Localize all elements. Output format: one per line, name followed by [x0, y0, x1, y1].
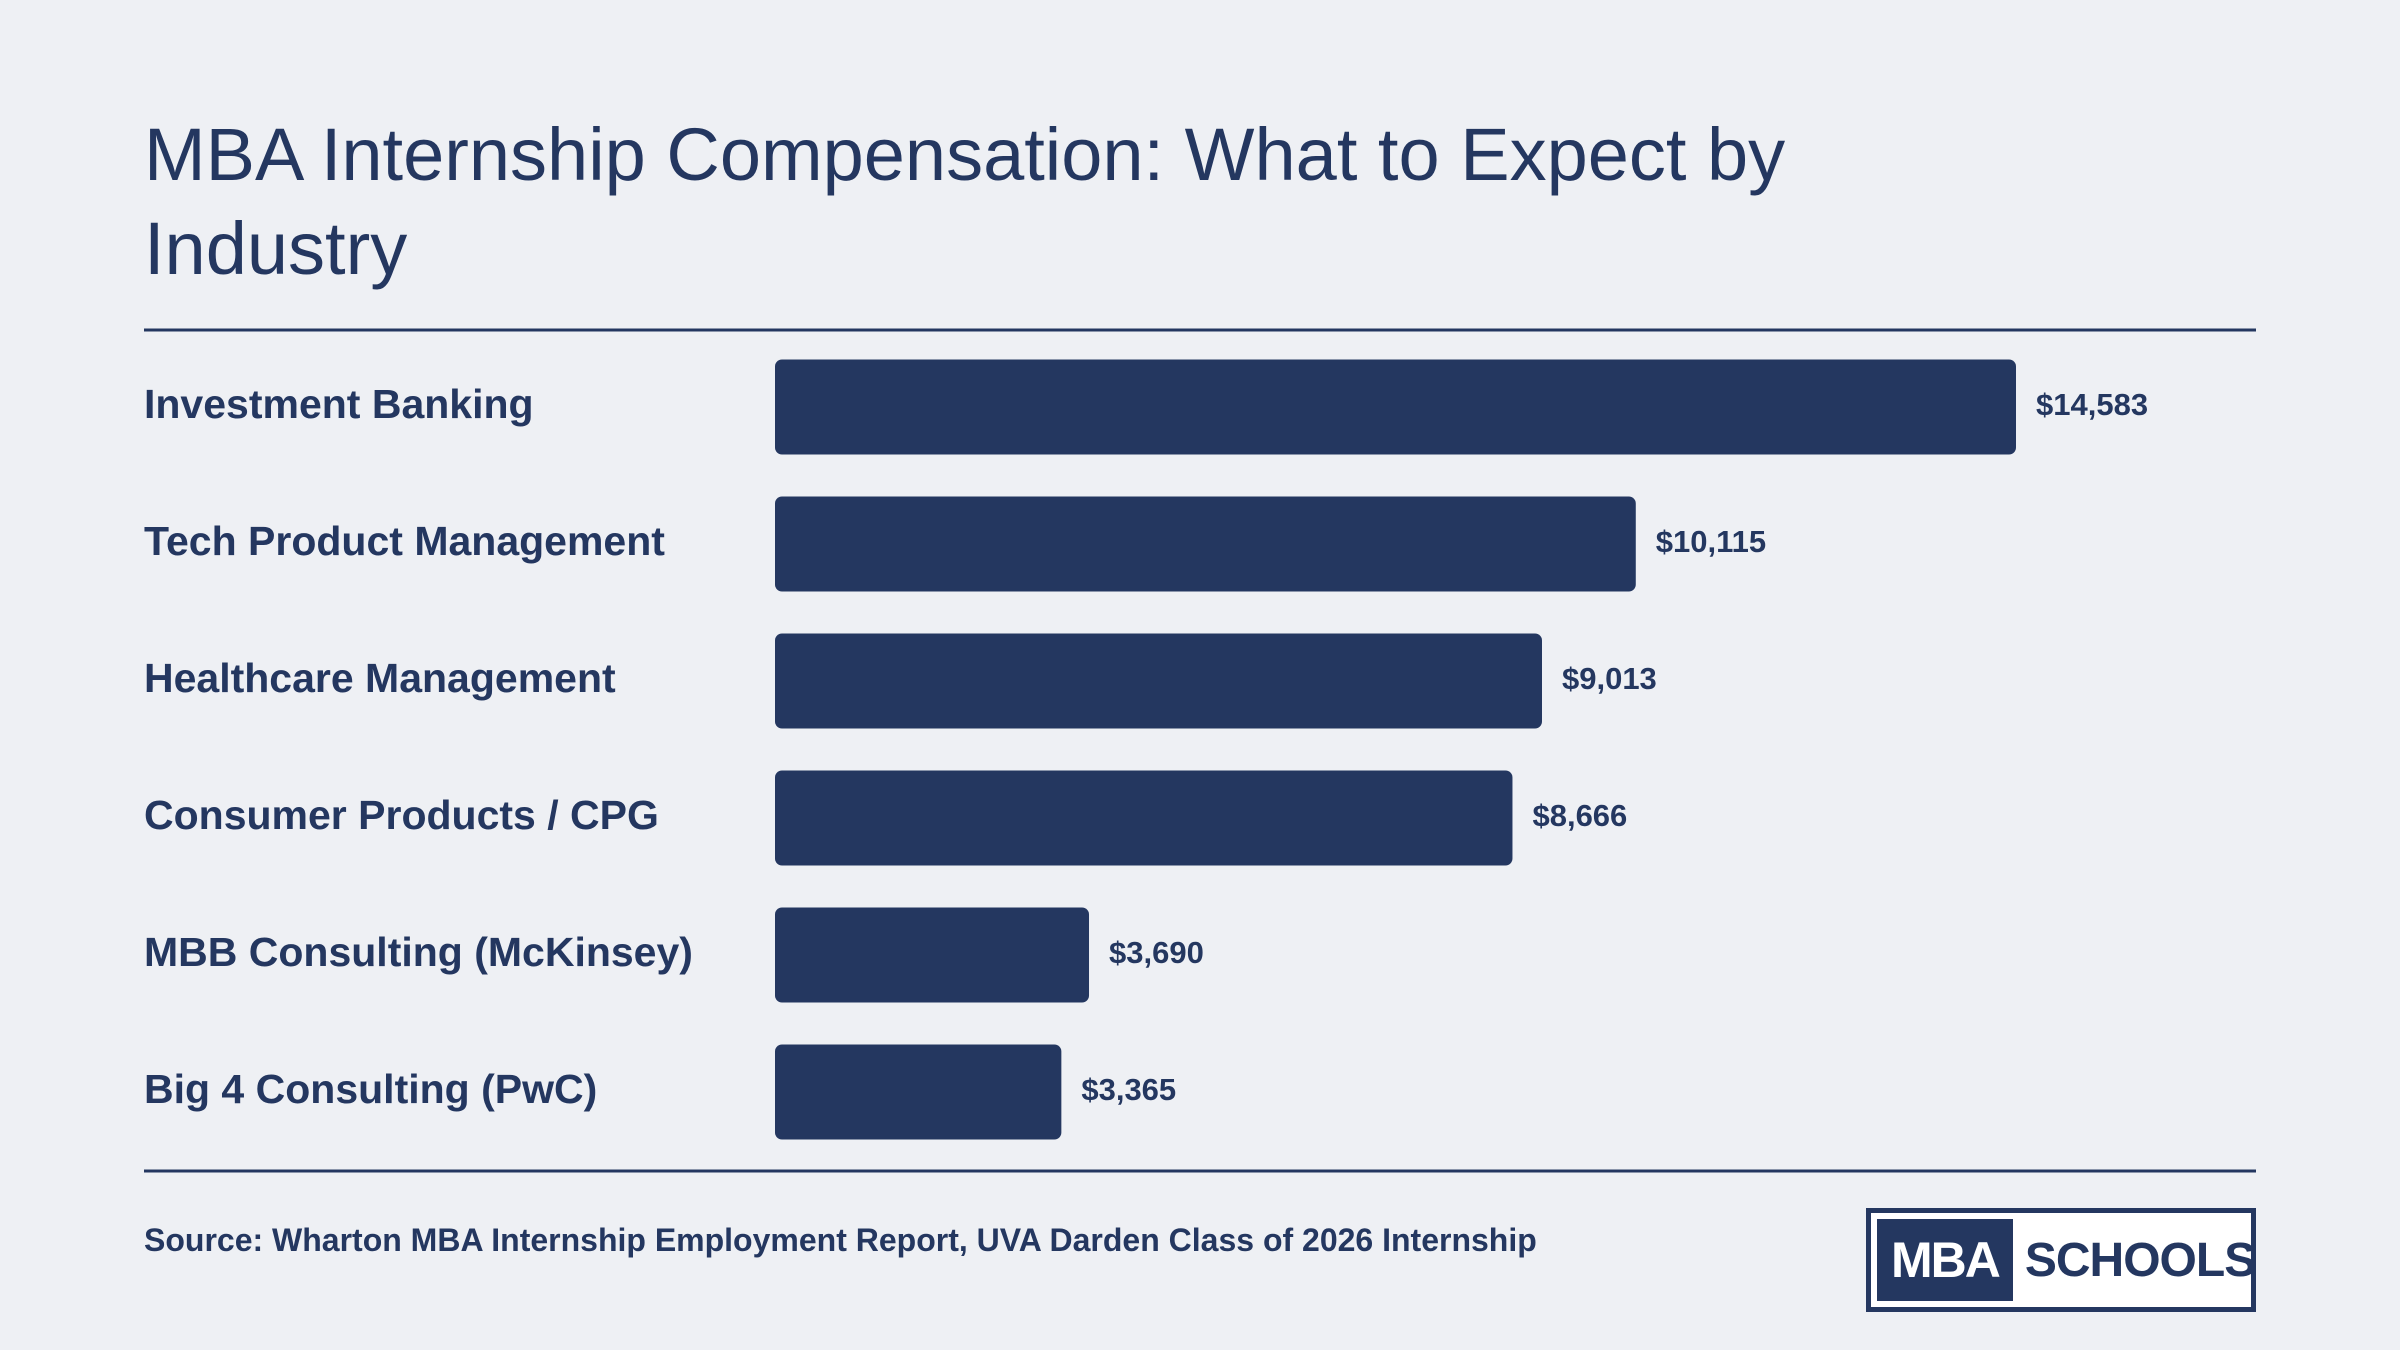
value-label: $9,013: [1562, 661, 1657, 696]
bar: [775, 496, 1636, 592]
logo: MBA SCHOOLS: [1866, 1208, 2256, 1312]
category-label: Tech Product Management: [144, 518, 665, 564]
logo-mark: MBA: [1877, 1219, 2013, 1301]
chart-title: MBA Internship Compensation: What to Exp…: [144, 113, 1786, 290]
logo-text: SCHOOLS: [2024, 1233, 2256, 1287]
category-label: MBB Consulting (McKinsey): [144, 929, 693, 975]
bar: [775, 633, 1542, 729]
value-label: $3,690: [1109, 935, 1204, 970]
value-label: $10,115: [1656, 524, 1766, 559]
category-label: Healthcare Management: [144, 655, 616, 701]
bar: [775, 907, 1090, 1003]
value-label: $8,666: [1532, 798, 1627, 833]
category-label: Investment Banking: [144, 381, 534, 427]
bar: [775, 1044, 1062, 1140]
bar: [775, 770, 1513, 866]
value-label: $3,365: [1081, 1072, 1176, 1107]
value-label: $14,583: [2036, 387, 2148, 422]
source-note: Source: Wharton MBA Internship Employmen…: [144, 1222, 1537, 1258]
category-label: Big 4 Consulting (PwC): [144, 1066, 597, 1112]
category-label: Consumer Products / CPG: [144, 792, 659, 838]
bar: [775, 359, 2016, 455]
